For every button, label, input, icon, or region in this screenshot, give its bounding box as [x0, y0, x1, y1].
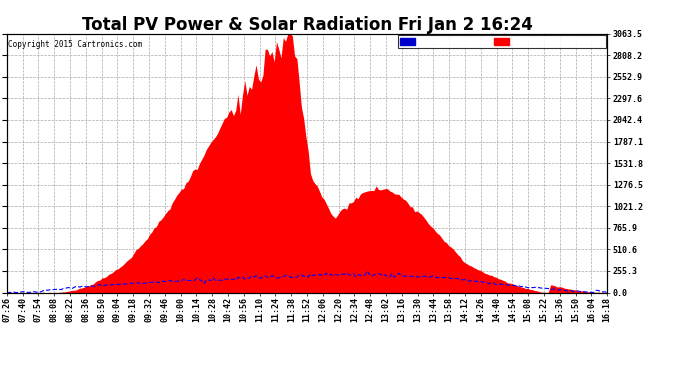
Text: Copyright 2015 Cartronics.com: Copyright 2015 Cartronics.com	[8, 40, 142, 49]
Title: Total PV Power & Solar Radiation Fri Jan 2 16:24: Total PV Power & Solar Radiation Fri Jan…	[81, 16, 533, 34]
Legend: Radiation (W/m2), PV Panels (DC Watts): Radiation (W/m2), PV Panels (DC Watts)	[398, 35, 606, 48]
